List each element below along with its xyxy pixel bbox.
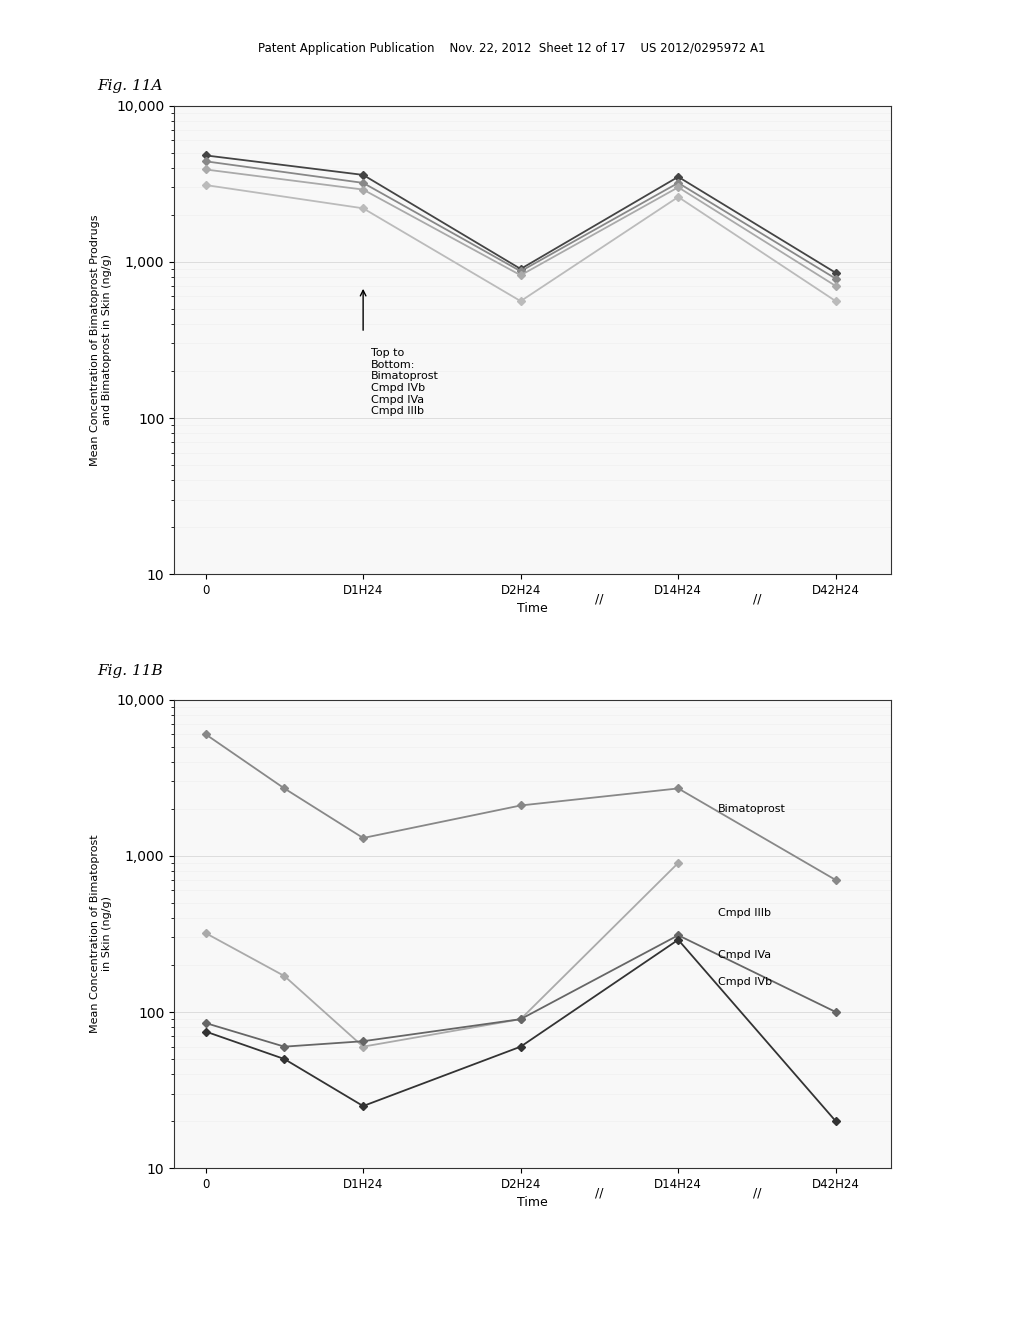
X-axis label: Time: Time	[517, 602, 548, 615]
Text: Bimatoprost: Bimatoprost	[718, 804, 785, 813]
Text: //: //	[595, 1187, 604, 1200]
Y-axis label: Mean Concentration of Bimatoprost Prodrugs
and Bimatoprost in Skin (ng/g): Mean Concentration of Bimatoprost Prodru…	[90, 214, 112, 466]
Text: //: //	[753, 1187, 761, 1200]
Text: Top to
Bottom:
Bimatoprost
Cmpd IVb
Cmpd IVa
Cmpd IIIb: Top to Bottom: Bimatoprost Cmpd IVb Cmpd…	[371, 348, 439, 416]
Text: Cmpd IVb: Cmpd IVb	[718, 977, 772, 987]
Text: Patent Application Publication    Nov. 22, 2012  Sheet 12 of 17    US 2012/02959: Patent Application Publication Nov. 22, …	[258, 42, 766, 55]
Text: Cmpd IIIb: Cmpd IIIb	[718, 908, 771, 917]
Text: //: //	[753, 593, 761, 606]
Text: //: //	[595, 593, 604, 606]
Text: Cmpd IVa: Cmpd IVa	[718, 950, 771, 961]
Text: Fig. 11B: Fig. 11B	[97, 664, 163, 678]
Y-axis label: Mean Concentration of Bimatoprost
in Skin (ng/g): Mean Concentration of Bimatoprost in Ski…	[90, 834, 112, 1034]
X-axis label: Time: Time	[517, 1196, 548, 1209]
Text: Fig. 11A: Fig. 11A	[97, 79, 163, 94]
